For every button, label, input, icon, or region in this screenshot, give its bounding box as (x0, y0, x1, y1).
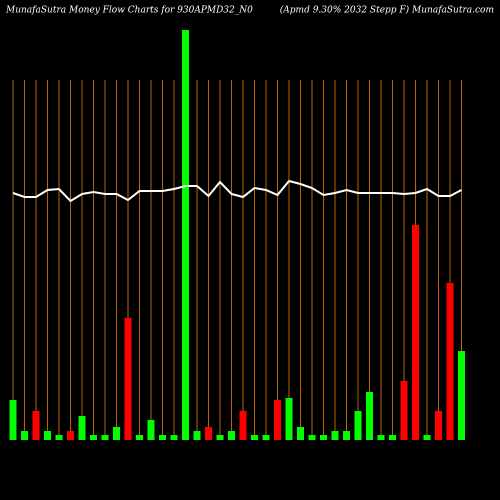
bar (124, 318, 132, 440)
bar (354, 411, 362, 440)
bar (239, 411, 247, 440)
bar (170, 435, 178, 440)
bar (101, 435, 109, 440)
bar (216, 435, 224, 440)
bar (193, 431, 201, 440)
bar (320, 435, 327, 440)
bar (262, 435, 270, 440)
bar (423, 435, 431, 440)
bar (400, 381, 408, 440)
bar (21, 431, 28, 440)
bar (228, 431, 235, 440)
bar (308, 435, 316, 440)
bar (412, 225, 419, 440)
bar (435, 411, 442, 440)
bar (55, 435, 63, 440)
bar (331, 431, 339, 440)
bar (9, 400, 17, 440)
chart-title: MunafaSutra Money Flow Charts for 930APM… (5, 6, 253, 16)
bar (366, 392, 373, 440)
bar (377, 435, 385, 440)
bar (389, 435, 396, 440)
bar (136, 435, 143, 440)
bar (44, 431, 51, 440)
price-line (12, 179, 462, 203)
bar (67, 431, 74, 440)
bar (205, 427, 212, 440)
bar (446, 283, 454, 440)
bar (251, 435, 258, 440)
chart-subtitle: (Apmd 9.30% 2032 Stepp F) MunafaSutra.co… (280, 5, 494, 16)
bar (182, 30, 189, 440)
bar (343, 431, 350, 440)
bar (113, 427, 120, 440)
bar (159, 435, 166, 440)
bar (90, 435, 97, 440)
bar (297, 427, 304, 440)
bar (147, 420, 155, 440)
bar (458, 351, 465, 440)
bar (78, 416, 86, 440)
bar (32, 411, 40, 440)
bar (274, 400, 281, 440)
bar (285, 398, 293, 440)
